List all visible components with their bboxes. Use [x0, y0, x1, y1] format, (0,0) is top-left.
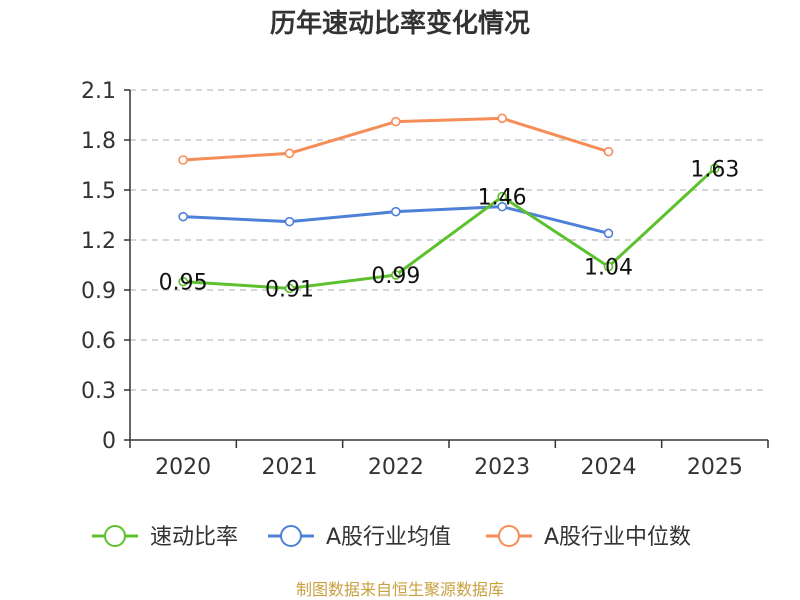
legend-item-3[interactable]: A股行业中位数 — [486, 525, 691, 550]
data-point[interactable] — [178, 155, 188, 165]
series-layer: 0.95 0.91 0.99 1.46 1.04 1.63 — [159, 113, 739, 302]
legend-item-1[interactable]: 速动比率 — [92, 525, 238, 550]
data-point[interactable] — [710, 163, 720, 174]
legend-marker — [498, 525, 520, 547]
data-point[interactable] — [603, 261, 614, 272]
data-point[interactable] — [178, 276, 188, 287]
data-label: 1.04 — [584, 256, 633, 281]
legend-marker — [280, 525, 302, 547]
legend-label: A股行业中位数 — [544, 525, 691, 550]
legend-item-2[interactable]: A股行业均值 — [268, 525, 451, 550]
legend[interactable]: 速动比率 A股行业均值 A股行业中位数 — [92, 525, 691, 550]
y-tick-label: 0.3 — [81, 379, 116, 404]
data-point[interactable] — [497, 201, 507, 212]
data-point[interactable] — [178, 211, 188, 222]
x-tick-label: 2020 — [155, 455, 211, 480]
x-tick-label: 2025 — [687, 455, 743, 480]
y-tick-label: 0.9 — [81, 279, 116, 304]
legend-marker — [104, 525, 126, 547]
y-tick-label: 1.2 — [81, 229, 116, 254]
data-label: 1.46 — [478, 186, 527, 211]
data-point[interactable] — [603, 146, 614, 157]
data-point[interactable] — [284, 216, 295, 227]
x-tick-label: 2024 — [581, 455, 637, 480]
data-point[interactable] — [284, 283, 295, 294]
y-tick-label: 0.6 — [81, 329, 116, 354]
data-point[interactable] — [391, 206, 401, 217]
data-label: 0.91 — [265, 277, 314, 302]
source-note: 制图数据来自恒生聚源数据库 — [296, 580, 504, 599]
data-point[interactable] — [603, 228, 614, 239]
x-tick-label: 2021 — [262, 455, 318, 480]
data-point[interactable] — [284, 148, 295, 159]
y-tick-label: 2.1 — [81, 79, 116, 104]
legend-label: A股行业均值 — [326, 525, 451, 550]
chart-title: 历年速动比率变化情况 — [270, 8, 530, 39]
series-line — [183, 167, 716, 290]
data-point[interactable] — [497, 113, 507, 124]
axes: 0 0.3 0.6 0.9 1.2 1.5 1.8 2.1 2020 2021 2022 2023 20… — [81, 79, 769, 480]
data-point[interactable] — [391, 270, 401, 280]
gridlines — [130, 89, 768, 391]
data-point[interactable] — [497, 191, 507, 202]
y-tick-label: 0 — [102, 429, 116, 454]
data-point[interactable] — [391, 116, 401, 127]
series-1 — [178, 163, 720, 294]
legend-label: 速动比率 — [150, 525, 238, 550]
data-label: 0.99 — [371, 264, 420, 289]
series-3 — [178, 113, 614, 165]
data-label: 0.95 — [159, 271, 208, 296]
data-label: 1.63 — [690, 157, 739, 182]
series-2 — [178, 201, 614, 239]
x-tick-label: 2023 — [474, 455, 530, 480]
x-tick-label: 2022 — [368, 455, 424, 480]
y-tick-label: 1.5 — [81, 179, 116, 204]
y-tick-label: 1.8 — [81, 129, 116, 154]
